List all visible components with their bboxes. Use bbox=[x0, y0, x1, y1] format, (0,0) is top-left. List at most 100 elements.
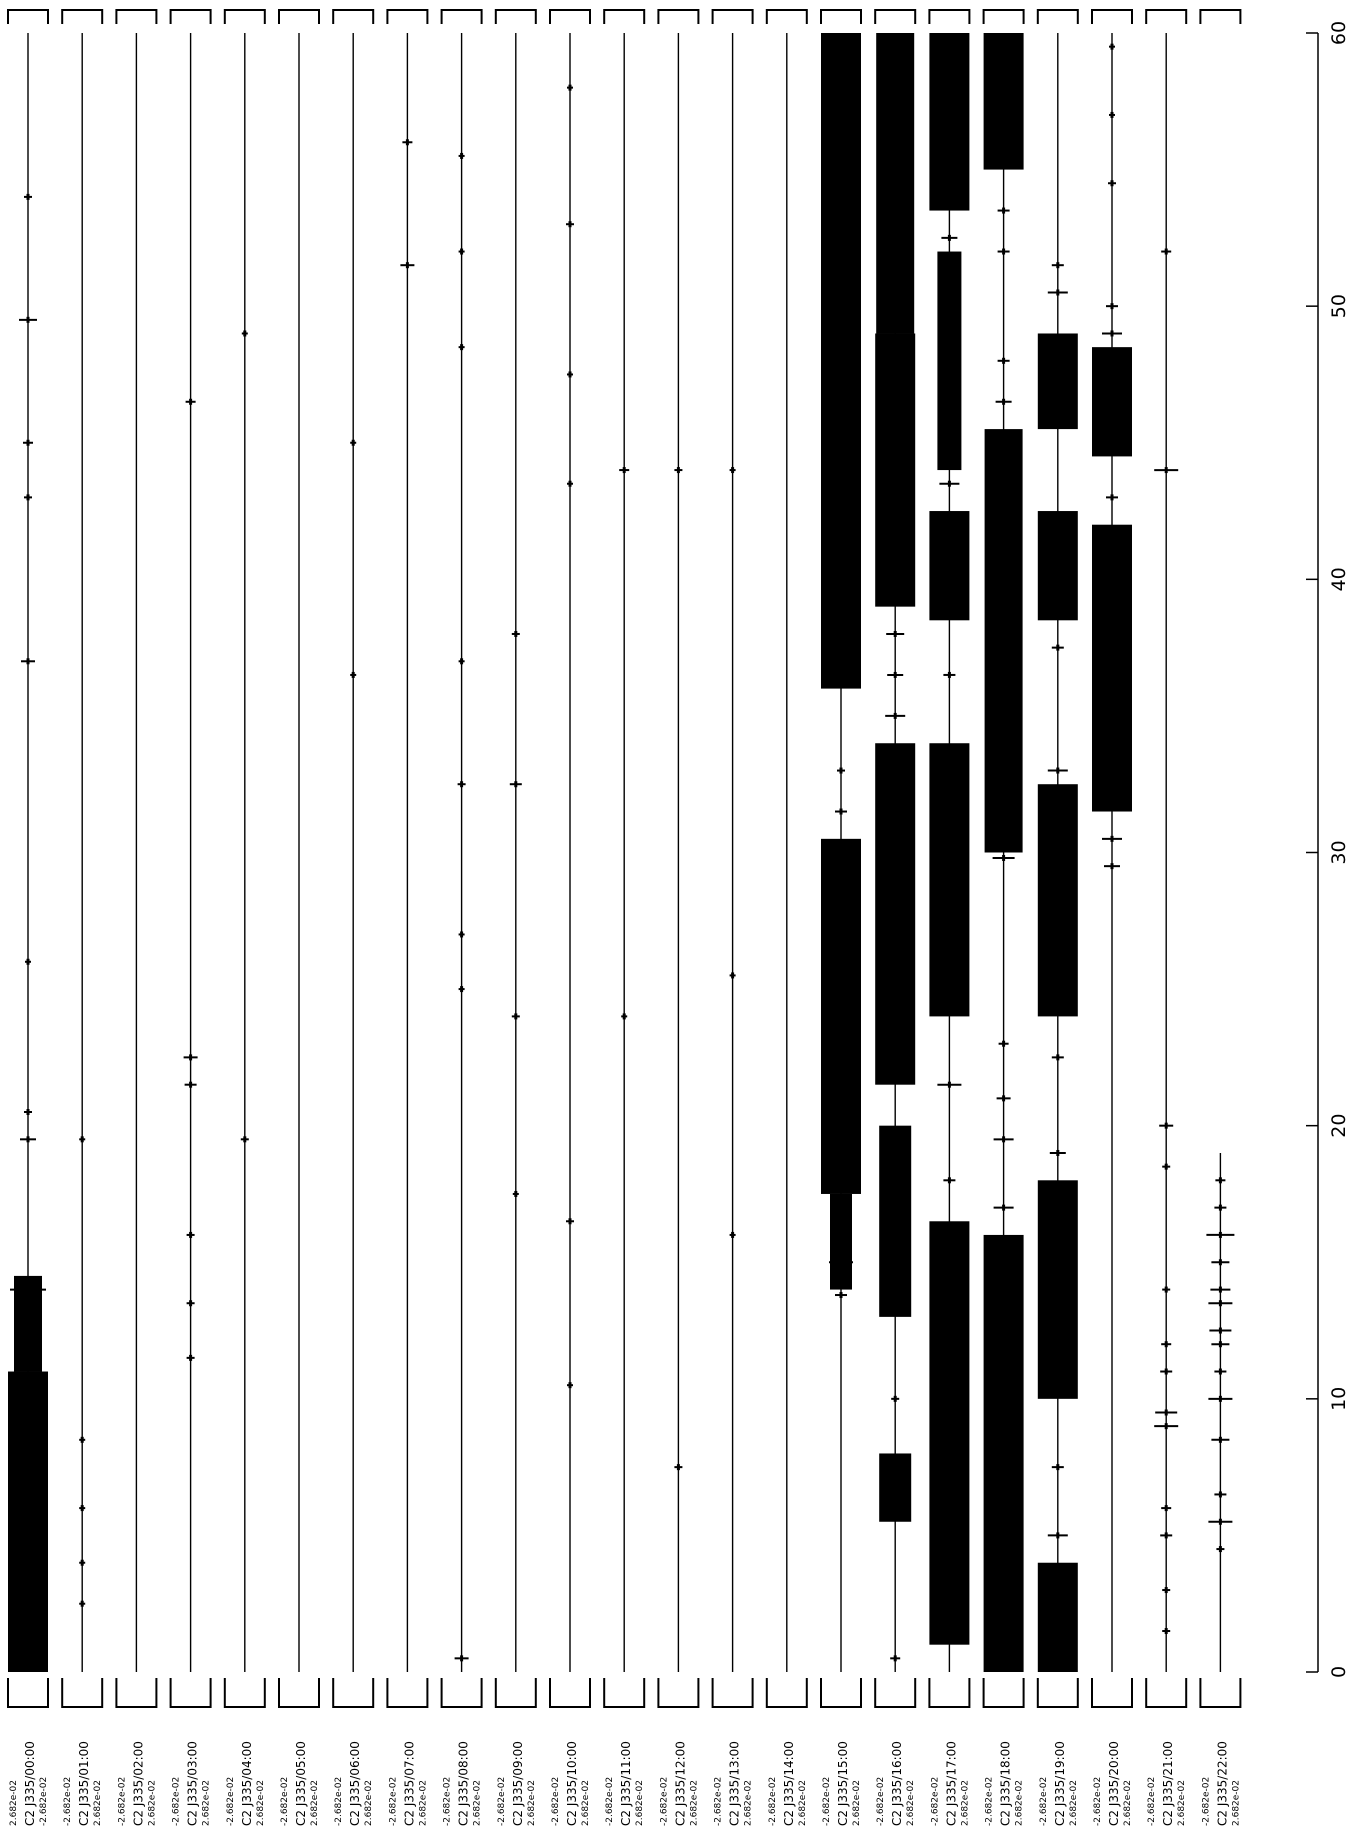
trace-label: C2 J335/09:00 bbox=[511, 1741, 525, 1826]
bottom-bracket bbox=[225, 1678, 265, 1707]
bottom-bracket bbox=[387, 1678, 427, 1707]
x-tick-label: 50 bbox=[1328, 294, 1350, 318]
top-bracket bbox=[8, 10, 48, 24]
trace-6 bbox=[350, 33, 356, 1672]
scale-high-label: 2.682e-02 bbox=[1069, 1780, 1079, 1826]
bottom-bracket bbox=[496, 1678, 536, 1707]
traces-layer bbox=[8, 33, 1234, 1672]
scale-low-label: -2.682e-02 bbox=[985, 1777, 995, 1826]
scale-low-label: -2.682e-02 bbox=[768, 1777, 778, 1826]
signal-block bbox=[929, 33, 969, 211]
bottom-bracket bbox=[767, 1678, 807, 1707]
signal-block bbox=[879, 1126, 911, 1317]
bottom-bracket bbox=[62, 1678, 102, 1707]
scale-high-label: 2.682e-02 bbox=[635, 1780, 645, 1826]
bottom-bracket bbox=[333, 1678, 373, 1707]
bottom-bracket bbox=[1200, 1678, 1240, 1707]
bottom-bracket bbox=[279, 1678, 319, 1707]
trace-11 bbox=[619, 33, 629, 1672]
scale-low-label: -2.682e-02 bbox=[1093, 1777, 1103, 1826]
scale-high-label: 2.682e-02 bbox=[418, 1780, 428, 1826]
signal-block bbox=[1038, 333, 1078, 429]
trace-15 bbox=[821, 33, 861, 1672]
signal-block bbox=[984, 1235, 1024, 1672]
trace-label: C2 J335/15:00 bbox=[836, 1741, 850, 1826]
signal-block bbox=[929, 511, 969, 620]
scale-high-label: 2.682e-02 bbox=[527, 1780, 537, 1826]
signal-block bbox=[8, 1372, 48, 1672]
top-bracket bbox=[1038, 10, 1078, 24]
x-tick-label: 20 bbox=[1328, 1114, 1350, 1138]
scale-low-label: -2.682e-02 bbox=[443, 1777, 453, 1826]
scale-low-label: -2.682e-02 bbox=[117, 1777, 127, 1826]
scale-high-label: 2.682e-02 bbox=[202, 1780, 212, 1826]
scale-low-label: -2.682e-02 bbox=[1147, 1777, 1157, 1826]
signal-block bbox=[821, 33, 861, 689]
trace-10 bbox=[566, 33, 574, 1672]
scale-low-label: -2.682e-02 bbox=[497, 1777, 507, 1826]
scale-high-label: 2.682e-02 bbox=[256, 1780, 266, 1826]
scale-low-label: -2.682e-02 bbox=[930, 1777, 940, 1826]
trace-19 bbox=[1038, 33, 1078, 1672]
scale-high-label: 2.682e-02 bbox=[798, 1780, 808, 1826]
top-bracket bbox=[333, 10, 373, 24]
trace-18 bbox=[984, 33, 1024, 1672]
top-bracket bbox=[1092, 10, 1132, 24]
signal-block bbox=[929, 1221, 969, 1644]
top-bracket bbox=[604, 10, 644, 24]
scale-high-label: 2.682e-02 bbox=[689, 1780, 699, 1826]
top-bracket bbox=[387, 10, 427, 24]
trace-label: C2 J335/18:00 bbox=[999, 1741, 1013, 1826]
scale-low-label: -2.682e-02 bbox=[551, 1777, 561, 1826]
bottom-bracket bbox=[821, 1678, 861, 1707]
x-tick-label: 0 bbox=[1328, 1666, 1350, 1678]
trace-13 bbox=[730, 33, 736, 1672]
signal-block bbox=[929, 743, 969, 1016]
bottom-bracket bbox=[1092, 1678, 1132, 1707]
trace-labels: C2 J335/00:00 2.682e-02 -2.682e-02 C2 J335/… bbox=[9, 1741, 1241, 1826]
scale-low-label: -2.682e-02 bbox=[605, 1777, 615, 1826]
bottom-bracket bbox=[984, 1678, 1024, 1707]
scale-high-label: -2.682e-02 bbox=[39, 1777, 49, 1826]
trace-label: C2 J335/08:00 bbox=[457, 1741, 471, 1826]
scale-low-label: -2.682e-02 bbox=[1201, 1777, 1211, 1826]
top-bracket bbox=[116, 10, 156, 24]
signal-block bbox=[1092, 347, 1132, 456]
trace-label: C2 J335/13:00 bbox=[728, 1741, 742, 1826]
trace-label: C2 J335/06:00 bbox=[348, 1741, 362, 1826]
bottom-bracket bbox=[442, 1678, 482, 1707]
signal-block bbox=[821, 839, 861, 1194]
top-bracket bbox=[1146, 10, 1186, 24]
trace-3 bbox=[184, 33, 198, 1672]
top-bracket bbox=[496, 10, 536, 24]
scale-low-label: -2.682e-02 bbox=[226, 1777, 236, 1826]
trace-label: C2 J335/20:00 bbox=[1107, 1741, 1121, 1826]
trace-20 bbox=[1092, 33, 1132, 1672]
top-bracket bbox=[550, 10, 590, 24]
x-tick-label: 60 bbox=[1328, 21, 1350, 45]
scale-high-label: 2.682e-02 bbox=[581, 1780, 591, 1826]
bottom-bracket bbox=[1038, 1678, 1078, 1707]
trace-4 bbox=[241, 33, 249, 1672]
signal-block bbox=[830, 1194, 852, 1290]
signal-block bbox=[875, 333, 915, 606]
scale-low-label: -2.682e-02 bbox=[1039, 1777, 1049, 1826]
trace-8 bbox=[455, 33, 469, 1672]
trace-21 bbox=[1154, 33, 1178, 1672]
top-bracket bbox=[767, 10, 807, 24]
top-bracket bbox=[442, 10, 482, 24]
bottom-bracket bbox=[1146, 1678, 1186, 1707]
x-tick-label: 40 bbox=[1328, 567, 1350, 591]
scale-low-label: -2.682e-02 bbox=[822, 1777, 832, 1826]
trace-label: C2 J335/19:00 bbox=[1053, 1741, 1067, 1826]
signal-block bbox=[879, 1453, 911, 1521]
scale-high-label: 2.682e-02 bbox=[1177, 1780, 1187, 1826]
trace-9 bbox=[510, 33, 522, 1672]
trace-1 bbox=[79, 33, 85, 1672]
trace-label: C2 J335/05:00 bbox=[294, 1741, 308, 1826]
scale-high-label: 2.682e-02 bbox=[310, 1780, 320, 1826]
signal-block bbox=[876, 33, 914, 333]
top-bracket bbox=[225, 10, 265, 24]
trace-label: C2 J335/00:00 bbox=[23, 1741, 37, 1826]
